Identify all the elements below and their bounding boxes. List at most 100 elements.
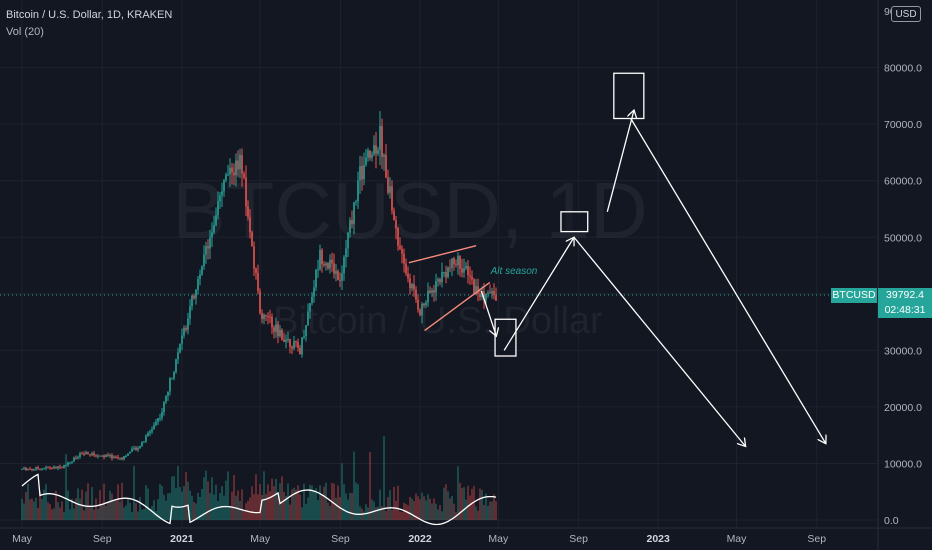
currency-button[interactable]: USD — [891, 6, 921, 22]
candle — [351, 220, 353, 225]
symbol-legend[interactable]: Bitcoin / U.S. Dollar, 1D, KRAKEN — [6, 9, 173, 21]
volume-bar — [67, 490, 69, 520]
candle — [159, 417, 161, 419]
candle — [403, 253, 405, 264]
candle — [141, 441, 143, 446]
candle — [161, 411, 163, 418]
candle — [317, 269, 319, 271]
time-tick-label: May — [250, 533, 271, 545]
volume-bar — [253, 494, 255, 520]
candle — [179, 343, 181, 353]
candle — [289, 338, 291, 347]
projection-arrow — [573, 236, 746, 446]
volume-bar — [53, 508, 55, 520]
candle — [21, 468, 23, 470]
candle — [145, 435, 147, 442]
candle — [261, 313, 263, 319]
price-tick-label: 30000.0 — [884, 345, 922, 357]
volume-bar — [381, 506, 383, 520]
candle — [463, 268, 465, 273]
volume-bar — [209, 493, 211, 520]
price-tag-value: 39792.4 — [886, 289, 924, 301]
candle — [335, 270, 337, 274]
volume-bar — [29, 499, 31, 520]
volume-bar — [87, 483, 89, 520]
volume-bar — [123, 507, 125, 520]
candle — [457, 255, 459, 266]
candle — [399, 245, 401, 250]
volume-bar — [375, 507, 377, 520]
candle — [219, 195, 221, 202]
candle — [393, 210, 395, 221]
candle — [245, 177, 247, 207]
volume-bar — [493, 494, 495, 520]
candle — [79, 453, 81, 457]
volume-bar — [443, 487, 445, 520]
volume-bar — [293, 487, 295, 520]
candle — [229, 167, 231, 175]
volume-bar — [471, 488, 473, 520]
volume-bar — [315, 488, 317, 520]
volume-bar — [215, 484, 217, 520]
candle — [69, 462, 71, 464]
symbol-watermark: BTCUSD, 1D Bitcoin / U.S. Dollar — [172, 166, 648, 342]
time-tick-label: May — [488, 533, 509, 545]
candle — [95, 455, 97, 457]
candle — [343, 257, 345, 274]
volume-bar — [163, 494, 165, 520]
candle — [361, 166, 363, 180]
candle — [73, 457, 75, 462]
volume-bar — [287, 483, 289, 520]
volume-bar — [483, 504, 485, 520]
candle — [55, 466, 57, 469]
volume-bar — [51, 509, 53, 520]
volume-bar — [273, 486, 275, 520]
candle — [429, 290, 431, 293]
candle — [301, 337, 303, 355]
volume-bar — [327, 502, 329, 520]
candle — [355, 201, 357, 203]
candle — [211, 232, 213, 238]
volume-bar — [39, 491, 41, 520]
volume-bar — [271, 478, 273, 520]
candle — [101, 455, 103, 457]
volume-bar — [127, 497, 129, 520]
volume-bar — [73, 508, 75, 520]
candle — [439, 279, 441, 283]
volume-bar — [281, 476, 283, 520]
volume-bar — [169, 492, 171, 520]
volume-bar — [295, 489, 297, 520]
volume-bar — [155, 511, 157, 520]
volume-bar — [359, 506, 361, 520]
volume-bar — [93, 509, 95, 520]
candle — [405, 263, 407, 274]
candle — [491, 291, 493, 294]
candle — [461, 268, 463, 273]
volume-bar — [277, 492, 279, 520]
volume-bar — [141, 509, 143, 520]
candle — [75, 457, 77, 459]
volume-bar — [259, 483, 261, 520]
candle — [103, 455, 105, 458]
volume-bar — [61, 501, 63, 520]
time-tick-label: Sep — [569, 533, 588, 545]
volume-bar — [321, 494, 323, 520]
volume-bar — [333, 483, 335, 520]
volume-bar — [489, 501, 491, 520]
candle — [465, 265, 467, 269]
volume-bar — [97, 508, 99, 520]
volume-bar — [213, 494, 215, 520]
candle — [363, 164, 365, 180]
volume-bar — [103, 483, 105, 520]
channel-line — [424, 281, 491, 332]
volume-legend[interactable]: Vol (20) — [6, 26, 44, 38]
volume-bar — [337, 485, 339, 520]
candle — [409, 278, 411, 289]
target-box — [560, 211, 589, 233]
candle — [471, 276, 473, 280]
candle — [97, 455, 99, 457]
candle — [323, 264, 325, 266]
candle — [293, 341, 295, 349]
volume-bar — [347, 499, 349, 520]
